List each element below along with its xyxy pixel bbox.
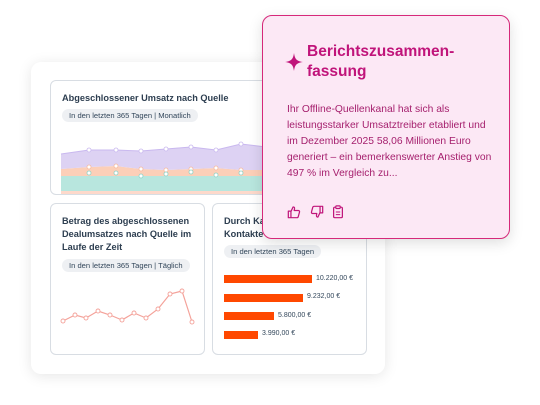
deal-amount-over-time-card[interactable]: Betrag des abgeschlossenen Dealumsatzes … bbox=[50, 203, 205, 355]
filter-chip[interactable]: In den letzten 365 Tagen | Täglich bbox=[62, 259, 190, 272]
area-series-teal bbox=[61, 172, 289, 191]
area-series-peach bbox=[61, 191, 289, 194]
line-chart bbox=[60, 288, 195, 325]
copy-icon[interactable] bbox=[331, 205, 345, 219]
area-series-purple bbox=[61, 143, 289, 170]
filter-chip[interactable]: In den letzten 365 Tagen | Monatlich bbox=[62, 109, 198, 122]
bar-value-label: 5.800,00 € bbox=[278, 311, 312, 319]
report-summary-popover: Berichtszusammen­fassung Ihr Offline-Que… bbox=[262, 15, 510, 239]
summary-body: Ihr Offline-Quellenkanal hat sich als le… bbox=[287, 104, 492, 179]
bar-value-label: 9.232,00 € bbox=[307, 293, 341, 300]
card-title: Abgeschlossener Umsatz nach Quelle bbox=[62, 93, 229, 103]
summary-title: Berichtszusammen­fassung bbox=[307, 43, 455, 80]
bar[interactable] bbox=[224, 275, 312, 283]
stacked-area-chart bbox=[60, 141, 289, 194]
thumbs-down-icon[interactable] bbox=[310, 205, 324, 219]
filter-chip[interactable]: In den letzten 365 Tagen bbox=[224, 245, 322, 258]
bar[interactable] bbox=[224, 293, 303, 302]
thumbs-up-icon[interactable] bbox=[287, 205, 301, 219]
card-title-line1: Durch Ka bbox=[224, 216, 265, 226]
bar[interactable] bbox=[224, 312, 274, 320]
contacts-by-campaign-card[interactable]: Durch Ka Kontakte In den letzten 365 Tag… bbox=[212, 203, 367, 355]
bar-value-label: 3.990,00 € bbox=[262, 330, 296, 337]
bar[interactable] bbox=[224, 330, 258, 339]
card-title: Betrag des abgeschlossenen Dealumsatzes … bbox=[62, 216, 192, 252]
bar-value-label: 10.220,00 € bbox=[316, 274, 353, 282]
card-title-line2: Kontakte bbox=[224, 229, 264, 239]
revenue-by-source-card[interactable]: Abgeschlossener Umsatz nach Quelle In de… bbox=[50, 80, 290, 195]
sparkle-icon bbox=[285, 53, 303, 71]
